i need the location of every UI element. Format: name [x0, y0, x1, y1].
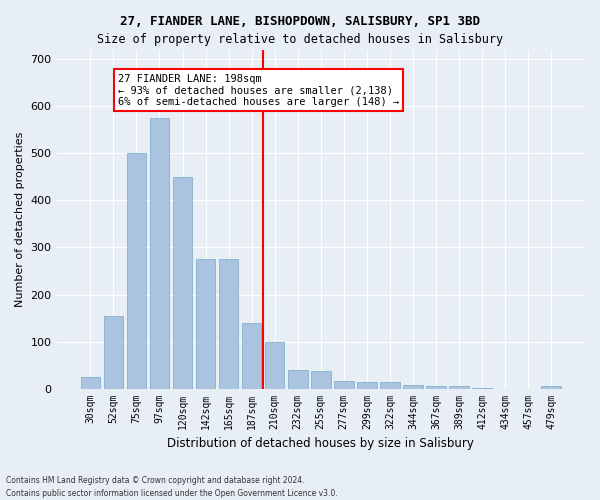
Bar [541, 386, 561, 388]
Bar [311, 370, 331, 388]
Bar [80, 377, 100, 388]
Bar [242, 322, 262, 388]
Bar [127, 154, 146, 388]
Text: 27, FIANDER LANE, BISHOPDOWN, SALISBURY, SP1 3BD: 27, FIANDER LANE, BISHOPDOWN, SALISBURY,… [120, 15, 480, 28]
Text: Contains HM Land Registry data © Crown copyright and database right 2024.: Contains HM Land Registry data © Crown c… [6, 476, 305, 485]
Bar [403, 385, 423, 388]
Bar [334, 380, 353, 388]
X-axis label: Distribution of detached houses by size in Salisbury: Distribution of detached houses by size … [167, 437, 474, 450]
Text: 27 FIANDER LANE: 198sqm
← 93% of detached houses are smaller (2,138)
6% of semi-: 27 FIANDER LANE: 198sqm ← 93% of detache… [118, 74, 399, 106]
Bar [380, 382, 400, 388]
Bar [288, 370, 308, 388]
Bar [357, 382, 377, 388]
Bar [265, 342, 284, 388]
Bar [173, 177, 193, 388]
Text: Size of property relative to detached houses in Salisbury: Size of property relative to detached ho… [97, 32, 503, 46]
Bar [196, 259, 215, 388]
Bar [149, 118, 169, 388]
Bar [219, 259, 238, 388]
Bar [449, 386, 469, 388]
Bar [104, 316, 123, 388]
Y-axis label: Number of detached properties: Number of detached properties [15, 132, 25, 307]
Text: Contains public sector information licensed under the Open Government Licence v3: Contains public sector information licen… [6, 488, 338, 498]
Bar [426, 386, 446, 388]
